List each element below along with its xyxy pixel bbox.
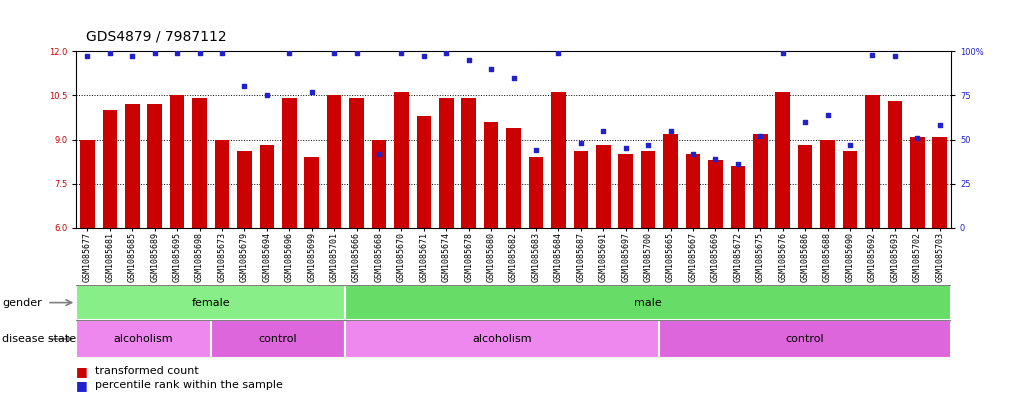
Bar <box>211 320 346 358</box>
Point <box>730 161 746 167</box>
Bar <box>775 92 790 228</box>
Bar <box>282 98 297 228</box>
Point <box>79 53 96 59</box>
Bar <box>125 104 139 228</box>
Bar <box>753 134 768 228</box>
Text: alcoholism: alcoholism <box>114 334 173 344</box>
Point <box>304 88 320 95</box>
Bar <box>641 151 655 228</box>
Point <box>662 127 678 134</box>
Bar <box>659 320 951 358</box>
Point <box>258 92 275 98</box>
Point <box>124 53 140 59</box>
Bar <box>685 154 701 228</box>
Bar <box>147 104 162 228</box>
Bar <box>574 151 588 228</box>
Bar <box>215 140 230 228</box>
Bar <box>933 136 947 228</box>
Text: male: male <box>635 298 662 308</box>
Point <box>326 50 343 56</box>
Bar <box>395 92 409 228</box>
Text: control: control <box>786 334 825 344</box>
Point <box>371 151 387 157</box>
Point <box>573 140 589 146</box>
Point <box>281 50 297 56</box>
Point <box>617 145 634 151</box>
Point <box>102 50 118 56</box>
Bar <box>663 134 678 228</box>
Bar <box>80 140 95 228</box>
Bar <box>103 110 117 228</box>
Point <box>909 134 925 141</box>
Bar <box>237 151 252 228</box>
Point <box>169 50 185 56</box>
Point <box>394 50 410 56</box>
Point <box>461 57 477 63</box>
Bar <box>821 140 835 228</box>
Bar <box>484 122 498 228</box>
Bar <box>865 95 880 228</box>
Text: transformed count: transformed count <box>95 366 198 376</box>
Bar <box>346 320 659 358</box>
Bar <box>506 128 521 228</box>
Point <box>416 53 432 59</box>
Point <box>236 83 252 90</box>
Point <box>550 50 566 56</box>
Bar <box>349 98 364 228</box>
Text: control: control <box>258 334 297 344</box>
Point <box>191 50 207 56</box>
Text: alcoholism: alcoholism <box>473 334 532 344</box>
Text: disease state: disease state <box>2 334 76 344</box>
Point <box>146 50 163 56</box>
Point <box>797 119 814 125</box>
Point <box>528 147 544 153</box>
Bar <box>529 157 543 228</box>
Bar <box>170 95 184 228</box>
Bar <box>462 98 476 228</box>
Point <box>707 156 723 162</box>
Point <box>595 127 611 134</box>
Point <box>349 50 365 56</box>
Bar <box>326 95 342 228</box>
Text: percentile rank within the sample: percentile rank within the sample <box>95 380 283 390</box>
Point <box>864 51 881 58</box>
Bar <box>417 116 431 228</box>
Bar <box>192 98 206 228</box>
Bar <box>346 285 951 320</box>
Bar <box>304 157 319 228</box>
Text: female: female <box>191 298 230 308</box>
Point <box>483 66 499 72</box>
Bar <box>843 151 857 228</box>
Bar <box>76 285 346 320</box>
Point <box>684 151 701 157</box>
Text: ■: ■ <box>76 378 88 392</box>
Point <box>887 53 903 59</box>
Bar <box>372 140 386 228</box>
Bar <box>888 101 902 228</box>
Text: ■: ■ <box>76 365 88 378</box>
Bar <box>551 92 565 228</box>
Point <box>640 141 656 148</box>
Point <box>775 50 791 56</box>
Bar <box>76 320 211 358</box>
Point <box>932 122 948 129</box>
Bar <box>259 145 275 228</box>
Text: gender: gender <box>2 298 42 308</box>
Point <box>842 141 858 148</box>
Text: GDS4879 / 7987112: GDS4879 / 7987112 <box>86 29 227 43</box>
Point <box>438 50 455 56</box>
Bar <box>708 160 723 228</box>
Point <box>753 133 769 139</box>
Point <box>505 75 522 81</box>
Bar <box>910 136 924 228</box>
Bar <box>596 145 610 228</box>
Point <box>214 50 230 56</box>
Bar <box>618 154 633 228</box>
Bar <box>730 166 745 228</box>
Bar <box>439 98 454 228</box>
Bar <box>798 145 813 228</box>
Point <box>820 112 836 118</box>
